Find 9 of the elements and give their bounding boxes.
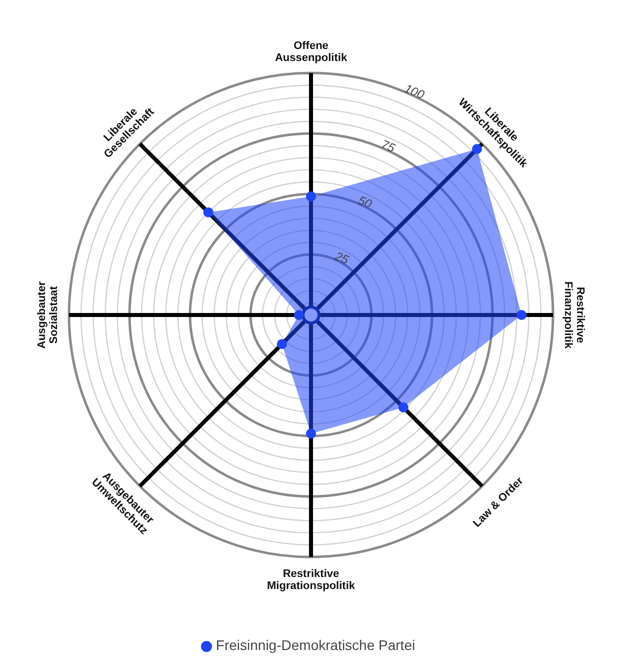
y-tick-label: 25 xyxy=(332,248,351,268)
spoke-label: Restriktive Migrationspolitik xyxy=(267,568,356,592)
spoke-label: Restriktive Finanzpolitik xyxy=(562,281,586,350)
y-tick-label: 100 xyxy=(402,81,427,102)
spoke-label: Offene Aussenpolitik xyxy=(274,40,348,64)
legend-label: Freisinnig-Demokratische Partei xyxy=(216,637,416,653)
y-tick-label: 75 xyxy=(379,137,398,156)
y-tick-label: 50 xyxy=(356,193,374,212)
spoke-label: Ausgebauter Sozialstaat xyxy=(36,280,60,349)
